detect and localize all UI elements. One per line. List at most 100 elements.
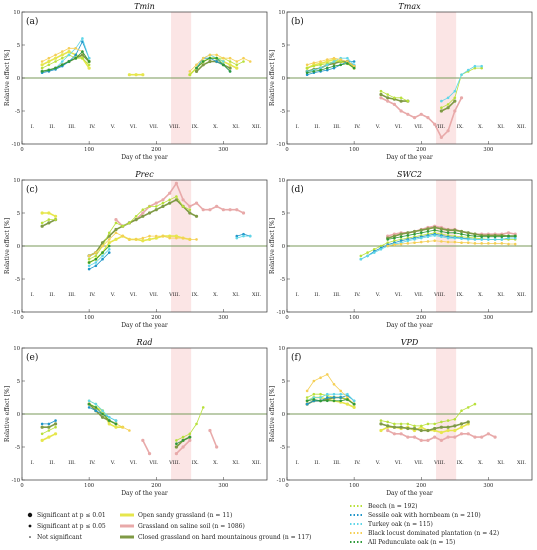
data-point [161,234,165,238]
data-point [319,399,322,403]
series-line [142,440,151,454]
data-point [107,238,111,241]
month-label: II. [314,292,320,298]
month-label: XII. [517,292,527,298]
data-point [222,60,225,63]
month-label: VII. [148,292,159,298]
data-point [500,242,504,245]
month-label: VI. [129,292,138,298]
data-point [94,257,98,261]
data-point [413,241,416,244]
data-point [346,392,349,396]
data-point [399,422,403,426]
y-tick-label: -5 [280,445,285,451]
month-label: V. [110,124,116,130]
data-point [426,422,430,426]
data-point [67,47,71,50]
data-point [87,264,91,268]
data-point [305,71,309,75]
data-point [154,205,158,208]
data-point [94,251,98,254]
data-point [493,242,497,245]
data-point [168,201,172,205]
data-point [332,66,336,70]
data-point [440,240,443,243]
data-point [174,452,178,456]
data-point [107,241,111,245]
y-tick-label: 0 [282,244,285,250]
y-axis-label: Relative effect [%] [269,386,276,442]
series-line [88,249,110,267]
data-point [221,208,225,212]
data-point [312,392,316,396]
data-point [305,389,309,393]
data-point [480,238,483,241]
data-point [114,227,118,232]
data-point [195,422,198,426]
y-tick-label: 0 [282,76,285,82]
data-point [332,61,336,66]
data-point [493,238,497,241]
data-point [419,240,423,244]
y-tick-label: 10 [13,178,20,184]
data-point [352,399,356,403]
data-point [181,205,185,208]
data-point [148,234,151,238]
data-point [379,96,383,100]
month-label: III. [68,292,76,298]
data-point [54,425,57,429]
month-label: XII. [252,124,262,130]
data-point [480,64,483,68]
data-point [141,73,145,77]
data-point [47,425,51,429]
legend-label-pedunculate: All Pedunculate oak (n = 15) [367,539,455,546]
data-point [386,420,389,424]
y-tick-label: -5 [15,109,20,115]
panel-2: I. II. III. IV. V. VI. VII. VIII. IX. X. XI. XII. -1… [4,170,268,329]
month-label: II. [314,460,320,466]
data-point [426,235,430,239]
data-point [406,234,410,237]
data-point [114,231,118,235]
data-point [319,60,322,63]
data-point [147,211,152,215]
data-point [40,422,44,426]
data-point [54,60,57,63]
data-point [168,191,172,195]
data-point [54,53,57,57]
data-point [47,218,51,221]
data-point [473,402,477,406]
y-tick-label: -10 [12,310,20,316]
data-point [242,232,245,236]
data-point [305,66,309,70]
data-point [433,426,437,431]
y-tick-label: 5 [17,379,20,385]
data-point [386,241,389,244]
data-point [487,238,490,241]
data-point [406,231,410,235]
data-point [426,438,430,442]
data-point [222,63,225,67]
data-point [386,428,390,433]
data-point [466,231,470,235]
data-point [94,406,98,409]
data-point [346,396,349,399]
data-point [87,63,91,67]
x-tick-label: 0 [285,147,288,153]
data-point [453,424,457,428]
data-point [215,56,218,60]
data-point [107,234,111,238]
month-label: XII. [517,460,527,466]
data-point [114,419,118,422]
x-tick-label: 300 [218,483,228,489]
data-point [426,428,430,433]
month-label: XI. [233,460,241,466]
data-point [235,234,239,238]
month-label: V. [375,124,381,130]
data-point [134,215,138,218]
data-point [325,59,329,64]
data-point [500,238,504,241]
month-label: I. [31,460,35,466]
data-point [228,66,232,70]
